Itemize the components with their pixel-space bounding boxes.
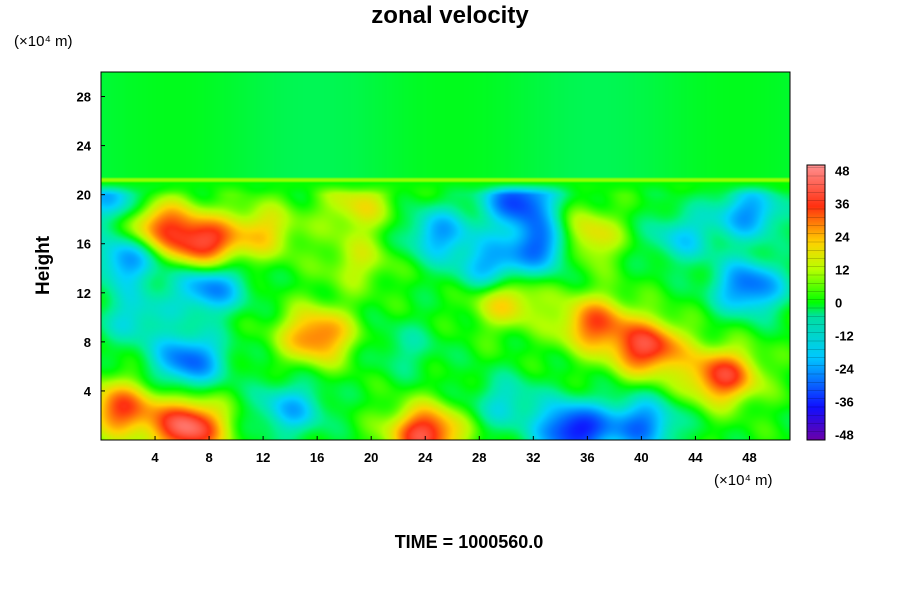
colorbar-tick-label: 24 — [835, 230, 850, 245]
x-tick-label: 36 — [580, 450, 594, 465]
y-tick-label: 20 — [77, 188, 91, 203]
heatmap-field — [101, 72, 790, 440]
x-tick-label: 28 — [472, 450, 486, 465]
colorbar-tick-label: 0 — [835, 296, 842, 311]
x-axis-unit: (×10⁴ m) — [714, 472, 773, 489]
x-tick-label: 24 — [418, 450, 433, 465]
colorbar-tick-label: 36 — [835, 197, 849, 212]
y-tick-label: 24 — [77, 139, 92, 154]
x-tick-label: 16 — [310, 450, 324, 465]
chart-title: zonal velocity — [371, 2, 529, 29]
colorbar-tick-label: -48 — [835, 428, 854, 443]
x-tick-label: 32 — [526, 450, 540, 465]
x-tick-label: 12 — [256, 450, 270, 465]
x-tick-label: 48 — [742, 450, 756, 465]
colorbar-tick-label: 48 — [835, 164, 849, 179]
y-tick-label: 4 — [84, 384, 92, 399]
y-axis-label: Height — [33, 235, 54, 295]
y-axis-unit: (×10⁴ m) — [14, 33, 73, 50]
plot-frame — [100, 71, 791, 441]
colorbar-ticks: 48 36 24 12 0 -12 -24 -36 -48 — [835, 164, 855, 443]
y-tick-label: 12 — [77, 286, 91, 301]
colorbar-tick-label: -24 — [835, 362, 855, 377]
colorbar-tick-label: -36 — [835, 395, 854, 410]
colorbar-tick-label: -12 — [835, 329, 854, 344]
colorbar-bands — [807, 167, 825, 433]
time-label: TIME = 1000560.0 — [394, 532, 544, 552]
x-axis-ticks: 4 8 12 16 20 24 28 32 36 40 44 48 — [151, 436, 757, 465]
y-tick-label: 8 — [84, 335, 91, 350]
x-tick-label: 20 — [364, 450, 378, 465]
x-tick-label: 40 — [634, 450, 648, 465]
colorbar-tick-label: 12 — [835, 263, 849, 278]
x-tick-label: 4 — [151, 450, 159, 465]
y-tick-label: 16 — [77, 237, 91, 252]
y-tick-label: 28 — [77, 90, 91, 105]
x-tick-label: 44 — [688, 450, 703, 465]
y-axis-ticks: 4 8 12 16 20 24 28 — [77, 90, 105, 399]
x-tick-label: 8 — [205, 450, 212, 465]
colorbar — [806, 164, 826, 441]
